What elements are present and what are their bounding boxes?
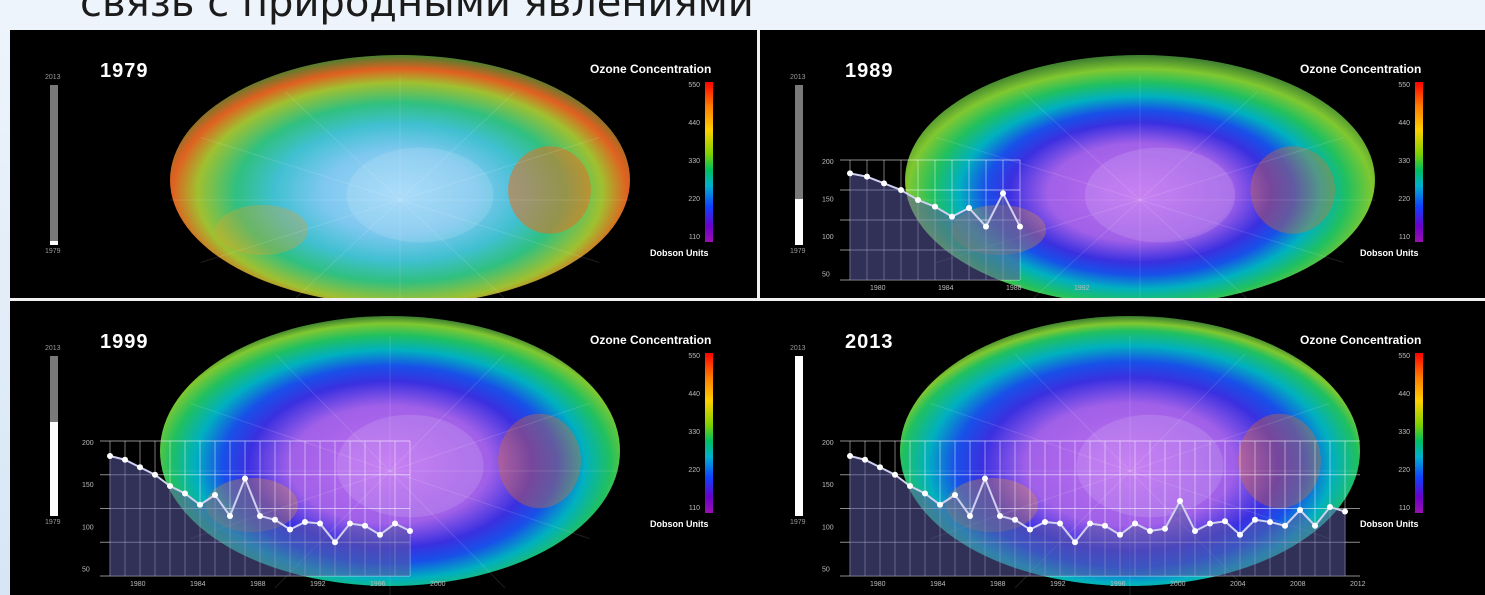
legend-tick: 440 bbox=[1398, 391, 1410, 398]
timeline-end-label: 2013 bbox=[45, 74, 61, 81]
svg-text:100: 100 bbox=[822, 234, 834, 241]
svg-text:200: 200 bbox=[82, 440, 94, 447]
svg-text:1980: 1980 bbox=[870, 285, 886, 292]
legend-tick: 440 bbox=[688, 391, 700, 398]
legend-tick: 110 bbox=[1398, 505, 1410, 512]
legend-title: Ozone Concentration bbox=[590, 62, 712, 76]
svg-text:50: 50 bbox=[822, 272, 830, 279]
svg-text:1996: 1996 bbox=[1110, 581, 1126, 588]
legend-tick: 220 bbox=[1398, 196, 1410, 203]
legend-tick: 440 bbox=[1398, 120, 1410, 127]
year-label: 1999 bbox=[100, 331, 149, 353]
svg-text:2004: 2004 bbox=[1230, 581, 1246, 588]
legend-tick: 330 bbox=[1398, 429, 1410, 436]
svg-text:2000: 2000 bbox=[1170, 581, 1186, 588]
legend-title: Ozone Concentration bbox=[1300, 333, 1422, 347]
svg-text:1996: 1996 bbox=[370, 581, 386, 588]
timeline-track bbox=[795, 85, 803, 245]
svg-text:2012: 2012 bbox=[1350, 581, 1366, 588]
ozone-colorbar bbox=[1415, 82, 1423, 242]
svg-text:150: 150 bbox=[822, 482, 834, 489]
legend-unit: Dobson Units bbox=[650, 519, 709, 529]
year-label: 1989 bbox=[845, 60, 894, 82]
ozone-panel-1979: 1979 2013 1979 Ozone Concentration 550 440 330… bbox=[10, 30, 757, 298]
svg-text:1980: 1980 bbox=[870, 581, 886, 588]
timeline-end-label: 2013 bbox=[45, 345, 61, 352]
globe-map-1979 bbox=[170, 55, 630, 298]
legend-tick: 550 bbox=[1398, 353, 1410, 360]
timeline-start-label: 1979 bbox=[790, 519, 806, 526]
svg-text:1992: 1992 bbox=[1050, 581, 1066, 588]
year-label: 2013 bbox=[845, 331, 894, 353]
svg-text:2008: 2008 bbox=[1290, 581, 1306, 588]
svg-text:1992: 1992 bbox=[310, 581, 326, 588]
timeline-start-label: 1979 bbox=[45, 248, 61, 255]
legend-tick: 110 bbox=[1398, 234, 1410, 241]
year-label: 1979 bbox=[100, 60, 149, 82]
ozone-panel-1989: 200 150 100 50 1980 1984 1988 1992 1989 2013 1979 O… bbox=[760, 30, 1485, 298]
legend-tick: 550 bbox=[688, 353, 700, 360]
svg-text:1988: 1988 bbox=[250, 581, 266, 588]
svg-text:150: 150 bbox=[82, 482, 94, 489]
ozone-colorbar bbox=[1415, 353, 1423, 513]
horizontal-divider bbox=[10, 298, 1485, 301]
legend-tick: 110 bbox=[688, 505, 700, 512]
legend-tick: 440 bbox=[688, 120, 700, 127]
legend-tick: 220 bbox=[688, 196, 700, 203]
timeline-progress-fill bbox=[50, 241, 58, 245]
svg-text:100: 100 bbox=[822, 524, 834, 531]
timeline-progress-fill bbox=[50, 421, 58, 516]
svg-text:200: 200 bbox=[822, 440, 834, 447]
ozone-panel-1999: 200 150 100 50 1980 1984 1988 1992 1996 2000 1999 2… bbox=[10, 301, 757, 595]
legend-tick: 330 bbox=[1398, 158, 1410, 165]
legend-tick: 220 bbox=[688, 467, 700, 474]
timeline-start-label: 1979 bbox=[45, 519, 61, 526]
legend-tick: 330 bbox=[688, 158, 700, 165]
svg-text:1988: 1988 bbox=[1006, 285, 1022, 292]
ozone-colorbar bbox=[705, 353, 713, 513]
timeline-start-label: 1979 bbox=[790, 248, 806, 255]
svg-text:50: 50 bbox=[82, 567, 90, 574]
svg-text:150: 150 bbox=[822, 197, 834, 204]
svg-text:1984: 1984 bbox=[930, 581, 946, 588]
legend-tick: 110 bbox=[688, 234, 700, 241]
svg-text:1988: 1988 bbox=[990, 581, 1006, 588]
ozone-panel-2013: 200 150 100 50 1980 1984 1988 1992 1996 2000 2004 2… bbox=[760, 301, 1485, 595]
globe-map-2013: 200 150 100 50 1980 1984 1988 1992 1996 2000 2004 2… bbox=[822, 316, 1366, 595]
timeline-end-label: 2013 bbox=[790, 74, 806, 81]
timeline-track bbox=[50, 85, 58, 245]
svg-text:1992: 1992 bbox=[1074, 285, 1090, 292]
globe-map-1989: 200 150 100 50 1980 1984 1988 1992 bbox=[822, 55, 1375, 298]
svg-text:100: 100 bbox=[82, 524, 94, 531]
legend-title: Ozone Concentration bbox=[1300, 62, 1422, 76]
ozone-composite-image: 200 150 100 50 1980 1984 1988 1992 1996 2000 2004 2… bbox=[10, 30, 1485, 595]
svg-text:2000: 2000 bbox=[430, 581, 446, 588]
timeline-progress-fill bbox=[795, 198, 803, 245]
timeline-end-label: 2013 bbox=[790, 345, 806, 352]
legend-tick: 330 bbox=[688, 429, 700, 436]
svg-text:1984: 1984 bbox=[938, 285, 954, 292]
legend-unit: Dobson Units bbox=[1360, 519, 1419, 529]
timeline-progress-fill bbox=[795, 356, 803, 516]
legend-tick: 220 bbox=[1398, 467, 1410, 474]
legend-title: Ozone Concentration bbox=[590, 333, 712, 347]
legend-tick: 550 bbox=[1398, 82, 1410, 89]
ozone-colorbar bbox=[705, 82, 713, 242]
legend-unit: Dobson Units bbox=[650, 248, 709, 258]
vertical-divider bbox=[757, 30, 760, 298]
svg-text:200: 200 bbox=[822, 159, 834, 166]
globe-map-1999: 200 150 100 50 1980 1984 1988 1992 1996 2000 bbox=[82, 316, 620, 595]
slide-title: связь с природными явлениями bbox=[80, 0, 754, 26]
svg-text:1980: 1980 bbox=[130, 581, 146, 588]
legend-unit: Dobson Units bbox=[1360, 248, 1419, 258]
svg-text:50: 50 bbox=[822, 567, 830, 574]
svg-text:1984: 1984 bbox=[190, 581, 206, 588]
legend-tick: 550 bbox=[688, 82, 700, 89]
